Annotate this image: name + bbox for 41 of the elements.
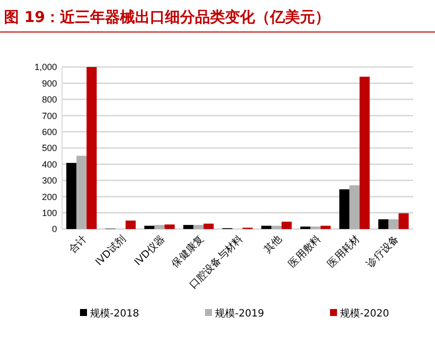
bar [144,226,154,229]
bar [126,220,136,229]
bar [66,162,76,229]
bar [378,219,388,229]
bar [349,185,360,229]
bar [193,224,204,229]
chart-title: 图 19：近三年器械出口细分品类变化（亿美元） [4,8,330,26]
y-tick-label: 400 [42,159,57,170]
y-tick-label: 700 [42,110,57,121]
y-tick-label: 0 [52,224,57,234]
bar [204,224,214,229]
x-tick-label: IVD仪器 [132,233,168,268]
bar [398,213,409,229]
x-tick-label: 其他 [261,233,284,256]
bar [320,226,331,229]
bar [282,222,292,229]
bar [154,224,165,229]
bar [164,224,175,229]
y-tick-label: 300 [42,176,57,186]
x-tick-label: 诊疗设备 [364,233,402,270]
y-tick-label: 1,000 [34,62,57,72]
legend-label: 规模-2018 [90,308,140,320]
y-tick-label: 200 [42,192,57,202]
bar [183,224,194,229]
y-tick-label: 800 [42,94,57,105]
x-tick-label: 合计 [66,233,90,256]
bar [339,189,350,229]
x-tick-label: 医用耗材 [325,233,362,270]
legend-label: 规模-2019 [215,308,264,320]
y-tick-label: 100 [42,208,57,218]
x-tick-label: 医用敷料 [286,233,324,270]
y-tick-label: 900 [42,78,57,88]
y-tick-label: 600 [42,126,57,137]
bar [388,219,399,229]
bar [261,226,272,229]
bar [76,156,87,229]
y-tick-label: 500 [42,143,57,154]
legend-label: 规模-2020 [340,308,390,320]
bar [271,226,282,229]
bar [86,67,97,229]
bar [360,76,370,229]
